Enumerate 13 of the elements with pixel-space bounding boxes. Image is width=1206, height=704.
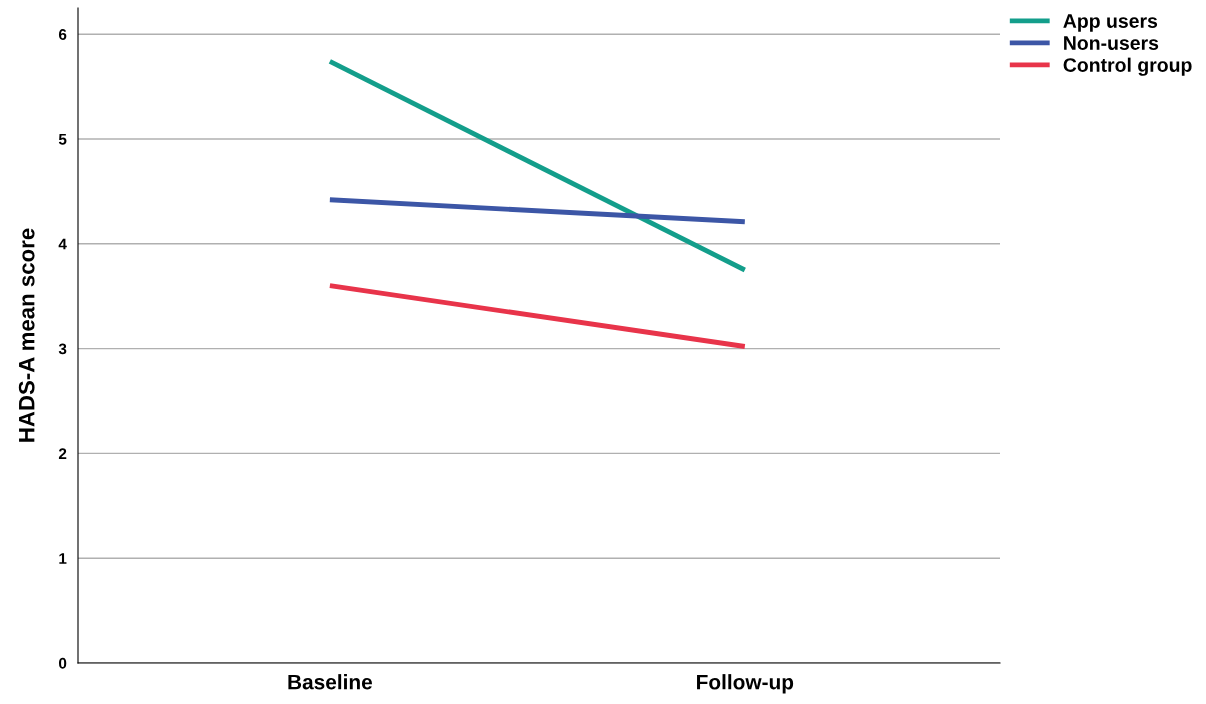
legend-label: App users (1063, 14, 1158, 32)
y-tick-label: 6 (58, 29, 67, 40)
legend-label: Non-users (1064, 36, 1159, 50)
y-tick-label: 2 (58, 448, 67, 459)
x-tick-label: Baseline (288, 674, 373, 690)
y-tick-label: 1 (59, 553, 67, 564)
y-tick-label: 5 (58, 134, 67, 145)
y-tick-label: 0 (59, 657, 67, 669)
legend-label: Control group (1063, 57, 1192, 76)
y-tick-label: 4 (58, 238, 67, 250)
x-tick-label: Follow-up (697, 674, 794, 694)
y-axis-title: HADS-A mean score (18, 228, 35, 442)
y-tick-label: 3 (58, 343, 67, 355)
